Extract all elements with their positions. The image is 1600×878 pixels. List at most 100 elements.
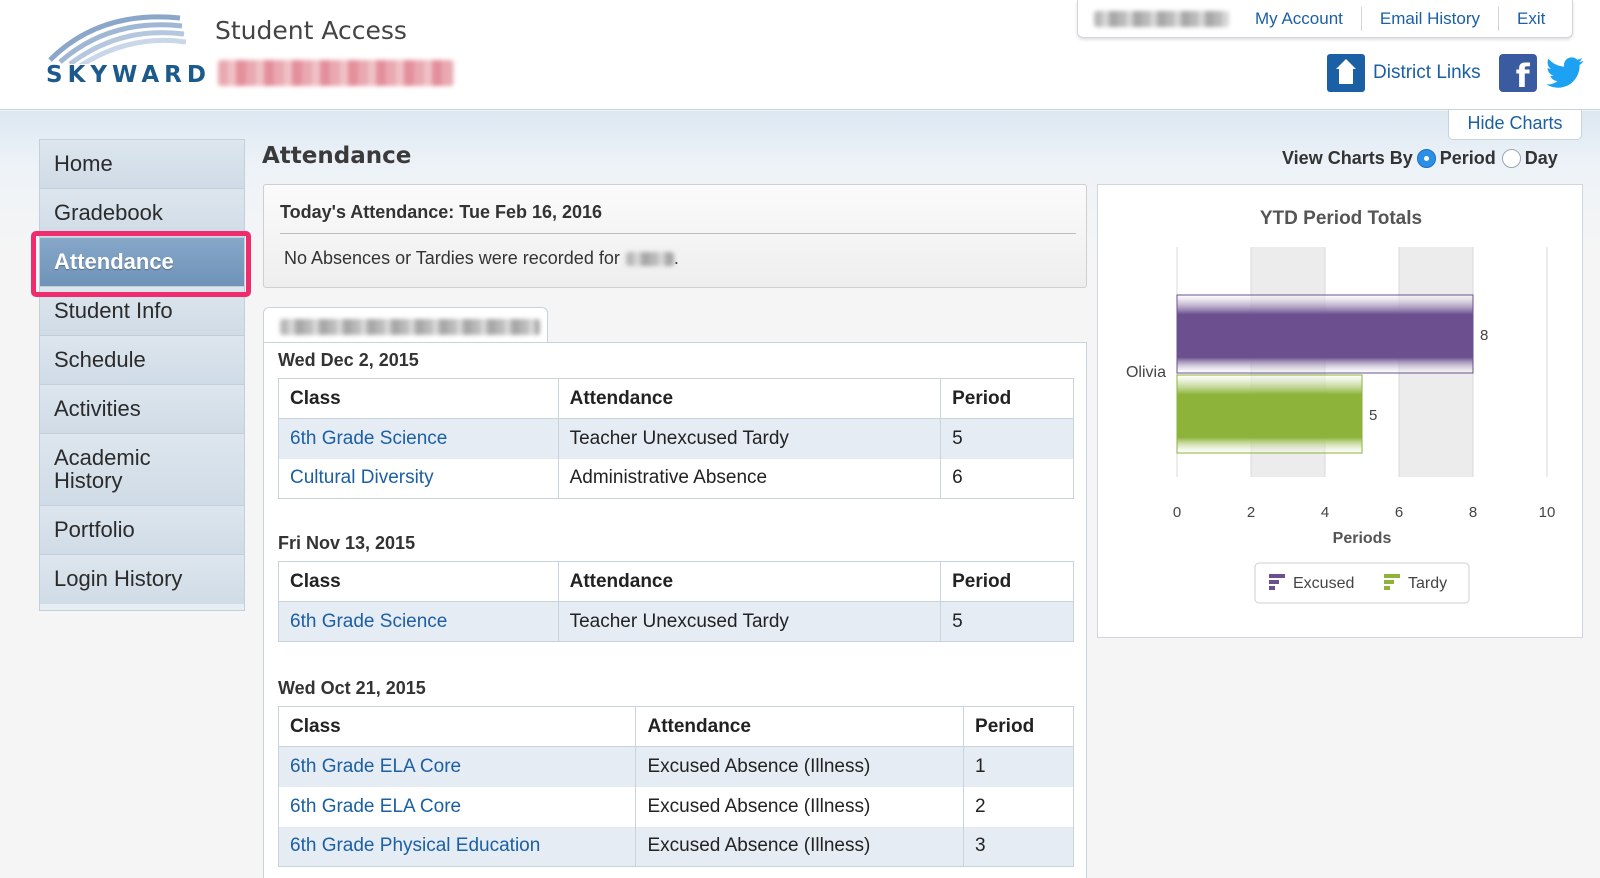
view-charts-by: View Charts By Period Day bbox=[1282, 148, 1558, 169]
class-link[interactable]: 6th Grade Physical Education bbox=[290, 835, 541, 857]
attendance-table: Class Attendance Period 6th Grade Science … bbox=[278, 561, 1074, 642]
column-header-class: Class bbox=[278, 561, 559, 602]
sidebar-item-login-history[interactable]: Login History bbox=[40, 555, 244, 604]
sidebar-item-portfolio[interactable]: Portfolio bbox=[40, 506, 244, 555]
group-date: Fri Nov 13, 2015 bbox=[278, 533, 416, 553]
column-header-class: Class bbox=[278, 706, 636, 747]
column-header-class: Class bbox=[278, 378, 559, 419]
legend-box bbox=[1254, 562, 1470, 604]
legend-swatch bbox=[1384, 586, 1390, 590]
attendance-cell: Excused Absence (Illness) bbox=[635, 786, 964, 827]
chart-title: YTD Period Totals bbox=[1260, 208, 1422, 229]
tick-label: 6 bbox=[1395, 504, 1403, 521]
bar-tardy bbox=[1176, 374, 1363, 454]
column-header-attendance: Attendance bbox=[557, 378, 941, 419]
class-link[interactable]: 6th Grade Science bbox=[290, 427, 448, 449]
legend-swatch bbox=[1269, 580, 1279, 584]
period-cell: 5 bbox=[940, 418, 1074, 459]
attendance-records: Wed Dec 2, 2015 Class Attendance Period 6t… bbox=[263, 342, 1087, 878]
data-label: 8 bbox=[1480, 327, 1488, 344]
logo-swoosh-icon bbox=[48, 14, 187, 64]
legend-label: Excused bbox=[1293, 575, 1354, 592]
table-row: 6th Grade Physical Education Excused Abs… bbox=[278, 826, 1074, 867]
sidebar-item-activities[interactable]: Activities bbox=[40, 385, 244, 434]
period-cell: 5 bbox=[940, 601, 1074, 642]
sidebar-nav: Home Gradebook Attendance Student Info S… bbox=[39, 139, 245, 611]
table-row: 6th Grade Science Teacher Unexcused Tard… bbox=[278, 601, 1074, 642]
header: SKYWARD Student Access My Account Email … bbox=[0, 0, 1600, 110]
class-link[interactable]: 6th Grade ELA Core bbox=[290, 795, 462, 817]
legend-swatch bbox=[1384, 574, 1400, 578]
my-account-link[interactable]: My Account bbox=[1255, 8, 1343, 28]
todays-attendance-title: Today's Attendance: Tue Feb 16, 2016 bbox=[280, 202, 603, 222]
group-date: Wed Dec 2, 2015 bbox=[278, 350, 419, 370]
district-links-row: District Links f bbox=[1327, 54, 1585, 95]
day-radio[interactable] bbox=[1501, 149, 1521, 168]
sidebar-item-label: Academic History bbox=[54, 445, 151, 493]
district-links-link[interactable]: District Links bbox=[1373, 62, 1481, 83]
hide-charts-button[interactable]: Hide Charts bbox=[1448, 110, 1582, 140]
skyward-logo[interactable]: SKYWARD bbox=[40, 12, 206, 94]
divider bbox=[280, 233, 1076, 234]
table-row: 6th Grade ELA Core Excused Absence (Illn… bbox=[278, 746, 1074, 787]
message-text: No Absences or Tardies were recorded for bbox=[284, 248, 620, 268]
tick-label: 4 bbox=[1321, 504, 1329, 521]
column-header-attendance: Attendance bbox=[635, 706, 964, 747]
attendance-cell: Teacher Unexcused Tardy bbox=[557, 418, 941, 459]
view-charts-by-label: View Charts By bbox=[1282, 148, 1413, 168]
class-cell: 6th Grade Science bbox=[278, 418, 559, 459]
table-row: 6th Grade ELA Core Excused Absence (Illn… bbox=[278, 786, 1074, 827]
facebook-icon[interactable]: f bbox=[1498, 54, 1537, 95]
period-cell: 3 bbox=[963, 826, 1074, 867]
sidebar-item-schedule[interactable]: Schedule bbox=[40, 336, 244, 385]
sidebar-item-academic-history[interactable]: Academic History bbox=[40, 434, 244, 506]
student-tab-label-redacted bbox=[280, 319, 540, 335]
attendance-cell: Excused Absence (Illness) bbox=[635, 746, 964, 787]
message-end: . bbox=[673, 248, 679, 268]
todays-attendance-box: Today's Attendance: Tue Feb 16, 2016 No … bbox=[263, 184, 1087, 288]
exit-link[interactable]: Exit bbox=[1498, 6, 1563, 31]
sidebar-item-student-info[interactable]: Student Info bbox=[40, 287, 244, 336]
bar-excused bbox=[1176, 294, 1474, 374]
column-header-period: Period bbox=[940, 561, 1074, 602]
class-link[interactable]: 6th Grade Science bbox=[290, 610, 448, 632]
period-cell: 6 bbox=[940, 458, 1074, 499]
logo-text: SKYWARD bbox=[46, 62, 211, 88]
period-radio[interactable] bbox=[1416, 149, 1436, 168]
period-cell: 1 bbox=[963, 746, 1074, 787]
app-title: Student Access bbox=[215, 16, 407, 45]
class-link[interactable]: 6th Grade ELA Core bbox=[290, 755, 462, 777]
top-account-bar: My Account Email History Exit bbox=[1077, 0, 1573, 38]
tick-label: 10 bbox=[1539, 504, 1556, 521]
twitter-icon[interactable] bbox=[1545, 54, 1585, 92]
email-history-link[interactable]: Email History bbox=[1360, 6, 1498, 31]
tick-label: 0 bbox=[1173, 504, 1181, 521]
day-radio-label[interactable]: Day bbox=[1524, 148, 1558, 168]
student-name-redacted bbox=[218, 60, 454, 86]
class-cell: 6th Grade ELA Core bbox=[278, 746, 636, 787]
column-header-period: Period bbox=[940, 378, 1074, 419]
table-row: 6th Grade Science Teacher Unexcused Tard… bbox=[278, 418, 1074, 459]
sidebar-item-attendance[interactable]: Attendance bbox=[40, 238, 244, 287]
ytd-period-totals-chart: YTD Period Totals 8 5 Olivia 0 2 4 6 8 10 Periods E… bbox=[1126, 208, 1556, 604]
school-building-icon[interactable] bbox=[1327, 54, 1365, 92]
attendance-cell: Teacher Unexcused Tardy bbox=[557, 601, 941, 642]
attendance-table: Class Attendance Period 6th Grade Science … bbox=[278, 378, 1074, 499]
period-radio-label[interactable]: Period bbox=[1439, 148, 1496, 168]
data-label: 5 bbox=[1369, 407, 1377, 424]
attendance-table: Class Attendance Period 6th Grade ELA Core… bbox=[278, 706, 1074, 867]
column-header-attendance: Attendance bbox=[557, 561, 941, 602]
todays-attendance-message: No Absences or Tardies were recorded for… bbox=[284, 248, 679, 269]
tick-label: 8 bbox=[1469, 504, 1477, 521]
class-link[interactable]: Cultural Diversity bbox=[290, 467, 434, 489]
sidebar-item-home[interactable]: Home bbox=[40, 140, 244, 189]
class-cell: Cultural Diversity bbox=[278, 458, 559, 499]
category-label: Olivia bbox=[1126, 364, 1166, 381]
column-header-period: Period bbox=[963, 706, 1074, 747]
user-name-redacted bbox=[1094, 10, 1229, 27]
student-first-name-redacted bbox=[625, 251, 674, 266]
group-date: Wed Oct 21, 2015 bbox=[278, 678, 426, 698]
period-cell: 2 bbox=[963, 786, 1074, 827]
sidebar-item-gradebook[interactable]: Gradebook bbox=[40, 189, 244, 238]
student-tab[interactable] bbox=[263, 307, 548, 343]
